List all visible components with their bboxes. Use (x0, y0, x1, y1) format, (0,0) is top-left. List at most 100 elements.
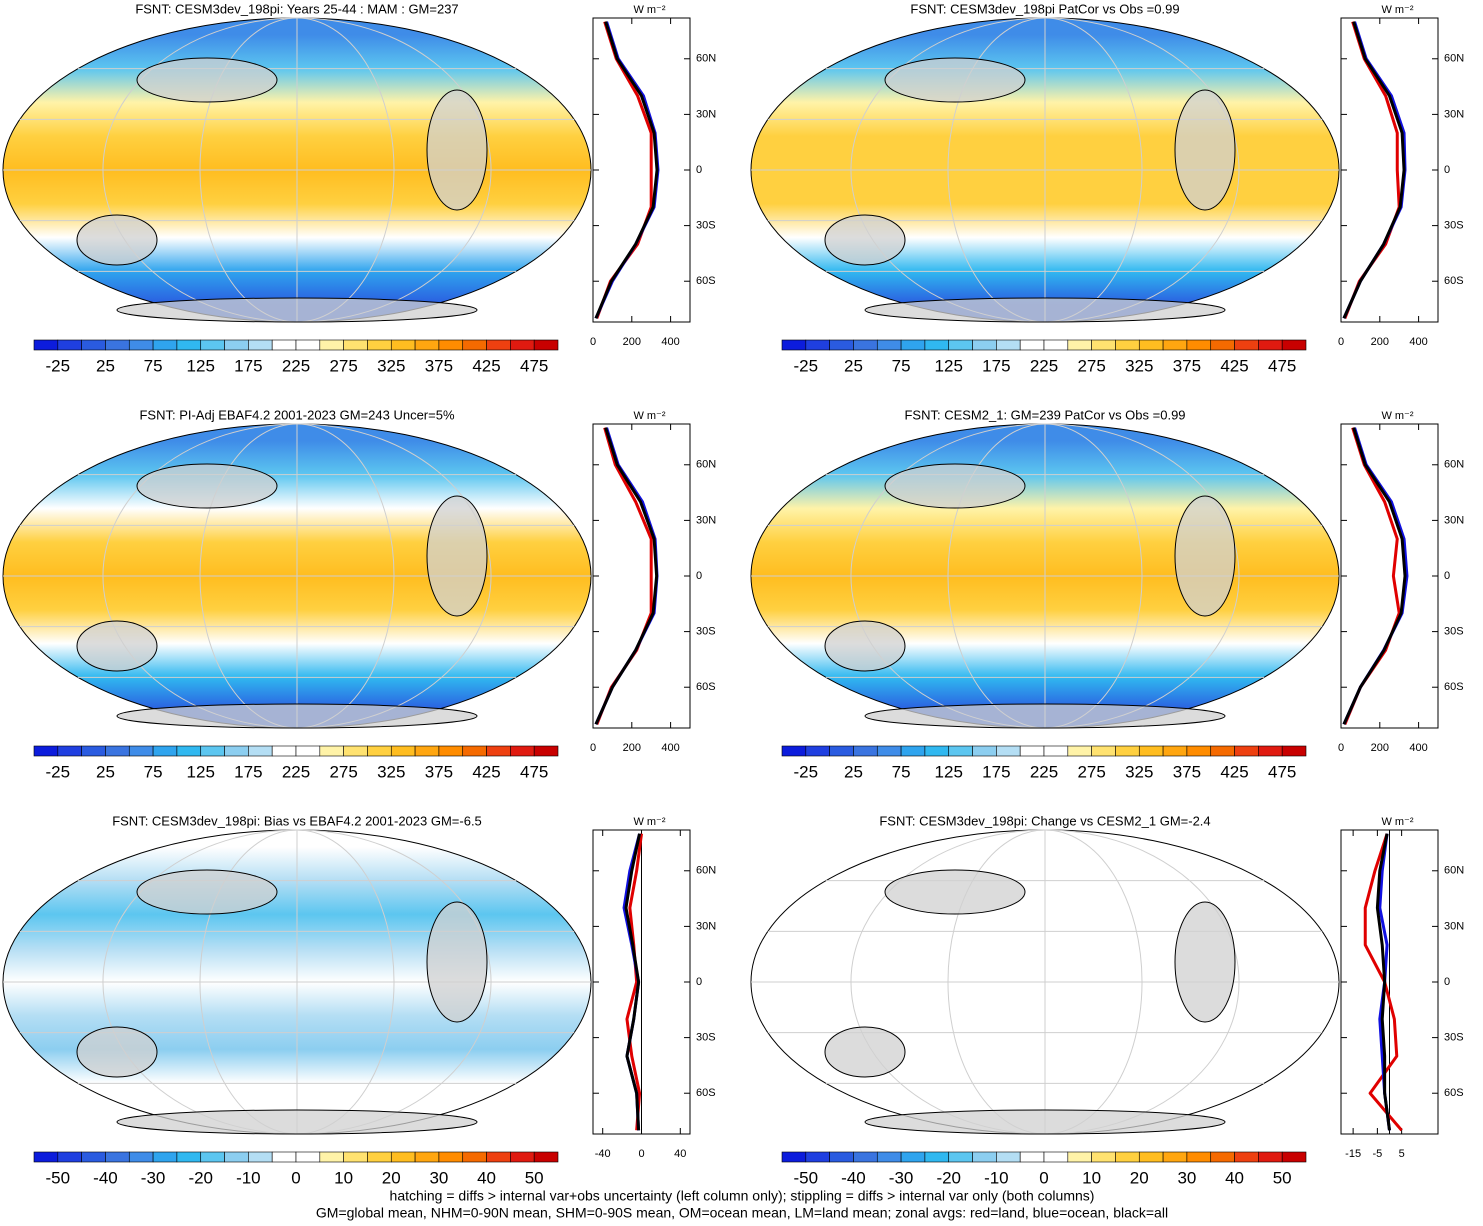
zonal-line (594, 21, 659, 319)
colorbar-label: -50 (46, 1168, 71, 1187)
colorbar-box (224, 339, 249, 351)
colorbar-box (1234, 1151, 1259, 1163)
x-tick-label: 200 (1371, 742, 1389, 754)
colorbar-label: 25 (844, 356, 863, 375)
colorbar-box (438, 745, 464, 757)
colorbar-label: 275 (329, 356, 357, 375)
colorbar-label: 125 (935, 762, 963, 781)
y-tick-label: 0 (696, 570, 702, 582)
colorbar-box (367, 339, 392, 351)
colorbar-label: -10 (984, 1168, 1009, 1187)
colorbar-box (924, 745, 950, 757)
colorbar-label: 30 (1177, 1168, 1196, 1187)
colorbar-box (533, 1151, 559, 1163)
colorbar-label: 125 (187, 762, 215, 781)
colorbar-label: 50 (525, 1168, 544, 1187)
colorbar-label: -30 (141, 1168, 166, 1187)
colorbar-label: 325 (377, 762, 405, 781)
colorbar-box (853, 745, 878, 757)
colorbar-box (1186, 339, 1212, 351)
x-tick-label: 0 (590, 742, 596, 754)
colorbar-box (105, 339, 130, 351)
y-tick-label: 60N (1444, 865, 1464, 877)
land (136, 57, 278, 103)
colorbar-box (948, 339, 973, 351)
zonal-line (624, 833, 642, 1131)
colorbar-box (390, 745, 416, 757)
colorbar-box (1186, 1151, 1212, 1163)
colorbar-label: 25 (844, 762, 863, 781)
colorbar-box (781, 1151, 807, 1163)
colorbar-label: -25 (794, 356, 819, 375)
colorbar-box (248, 339, 273, 351)
x-tick-label: 200 (1371, 336, 1389, 348)
colorbar-box (33, 745, 59, 757)
y-tick-label: 0 (1444, 164, 1450, 176)
colorbar-box (414, 745, 440, 757)
x-tick-label: 5 (1399, 1148, 1405, 1160)
profile-frame (592, 17, 691, 323)
colorbar-box (128, 745, 154, 757)
colorbar-label: 275 (329, 762, 357, 781)
unit-label: W m⁻² (633, 816, 665, 828)
colorbar-box (1091, 339, 1116, 351)
footer-note: hatching = diffs > internal var+obs unce… (390, 1188, 1095, 1204)
y-tick-label: 30S (696, 220, 716, 232)
unit-label: W m⁻² (633, 410, 665, 422)
colorbar-label: 225 (1030, 762, 1058, 781)
colorbar-box (1115, 339, 1140, 351)
x-tick-label: 400 (661, 742, 679, 754)
zonal-line (594, 427, 659, 725)
colorbar-label: 25 (96, 356, 115, 375)
x-tick-label: 400 (1409, 742, 1427, 754)
colorbar-box (533, 745, 559, 757)
colorbar-box (1067, 745, 1092, 757)
land (116, 1109, 478, 1135)
colorbar-label: 325 (1125, 356, 1153, 375)
colorbar-box (438, 1151, 464, 1163)
x-tick-label: -15 (1345, 1148, 1361, 1160)
colorbar-label: 175 (982, 356, 1010, 375)
zonal-line (1375, 833, 1391, 1131)
colorbar-label: 475 (1268, 762, 1296, 781)
colorbar-box (924, 1151, 950, 1163)
y-tick-label: 60S (696, 681, 716, 693)
colorbar-box (295, 339, 321, 351)
colorbar-box (1210, 745, 1235, 757)
colorbar-label: 175 (234, 356, 262, 375)
colorbar-box (200, 1151, 225, 1163)
colorbar-label: -40 (841, 1168, 866, 1187)
colorbar-label: 20 (382, 1168, 401, 1187)
x-tick-label: 0 (638, 1148, 644, 1160)
map-title: FSNT: CESM2_1: GM=239 PatCor vs Obs =0.9… (904, 407, 1185, 422)
colorbar-box (829, 1151, 854, 1163)
colorbar-label: 225 (282, 762, 310, 781)
colorbar-box (105, 745, 130, 757)
y-tick-label: 30N (1444, 108, 1464, 120)
colorbar-box (224, 745, 249, 757)
colorbar-box (510, 339, 535, 351)
colorbar-label: 425 (472, 356, 500, 375)
footer-note: GM=global mean, NHM=0-90N mean, SHM=0-90… (316, 1205, 1168, 1221)
colorbar-box (972, 1151, 997, 1163)
y-tick-label: 30N (696, 108, 716, 120)
colorbar-label: 425 (1220, 762, 1248, 781)
colorbar-box (390, 339, 416, 351)
y-tick-label: 60S (1444, 1087, 1464, 1099)
colorbar-box (1138, 745, 1164, 757)
x-tick-label: 200 (623, 336, 641, 348)
colorbar-box (1281, 745, 1307, 757)
colorbar-box (176, 339, 202, 351)
colorbar-box (1138, 339, 1164, 351)
colorbar-label: -25 (46, 356, 71, 375)
colorbar-box (319, 1151, 344, 1163)
unit-label: W m⁻² (633, 4, 665, 16)
colorbar-box (152, 745, 178, 757)
land (1174, 495, 1236, 617)
colorbar-box (829, 339, 854, 351)
colorbar-label: 375 (1173, 762, 1201, 781)
x-tick-label: 40 (674, 1148, 686, 1160)
colorbar-box (924, 339, 950, 351)
colorbar-label: -50 (794, 1168, 819, 1187)
profile-frame (592, 423, 691, 729)
